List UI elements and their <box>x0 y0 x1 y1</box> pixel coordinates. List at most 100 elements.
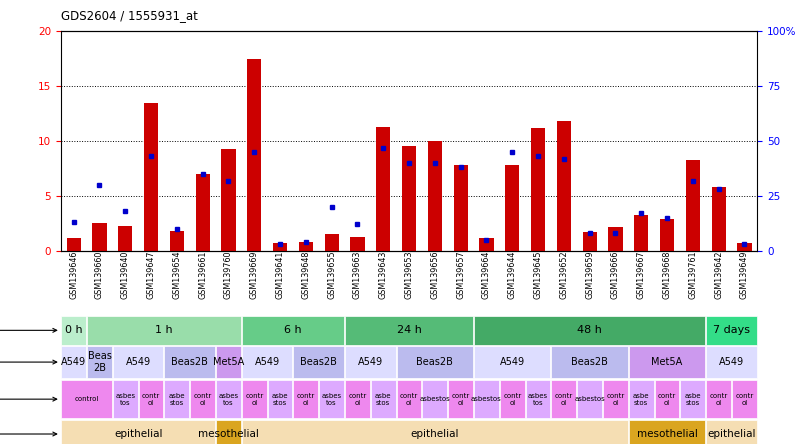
Bar <box>629 380 654 418</box>
Bar <box>87 346 112 378</box>
Text: contr
ol: contr ol <box>296 392 315 406</box>
Text: contr
ol: contr ol <box>555 392 573 406</box>
Text: Beas2B: Beas2B <box>171 357 208 367</box>
Bar <box>732 380 757 418</box>
Bar <box>686 160 700 251</box>
Text: asbes
tos: asbes tos <box>528 392 548 406</box>
Text: GSM139647: GSM139647 <box>147 251 156 299</box>
Bar <box>556 121 571 251</box>
Text: contr
ol: contr ol <box>245 392 263 406</box>
Text: A549: A549 <box>500 357 525 367</box>
Text: contr
ol: contr ol <box>194 392 211 406</box>
Text: GSM139654: GSM139654 <box>173 251 181 299</box>
Bar <box>221 149 236 251</box>
Bar <box>299 242 313 251</box>
Text: asbes
tos: asbes tos <box>322 392 342 406</box>
Bar <box>500 380 525 418</box>
Bar <box>474 316 706 345</box>
Text: contr
ol: contr ol <box>710 392 727 406</box>
Text: GSM139760: GSM139760 <box>224 251 233 299</box>
Text: GSM139669: GSM139669 <box>249 251 258 299</box>
Bar <box>428 141 442 251</box>
Bar <box>247 59 262 251</box>
Bar <box>267 380 292 418</box>
Bar <box>195 174 210 251</box>
Text: GSM139643: GSM139643 <box>379 251 388 299</box>
Bar <box>737 243 752 251</box>
Text: GSM139666: GSM139666 <box>611 251 620 299</box>
Text: GSM139642: GSM139642 <box>714 251 723 299</box>
Bar <box>87 316 241 345</box>
Text: A549: A549 <box>254 357 279 367</box>
Bar <box>113 380 138 418</box>
Bar <box>531 128 545 251</box>
Bar <box>454 165 467 251</box>
Bar <box>242 380 266 418</box>
Text: asbestos: asbestos <box>471 396 502 402</box>
Text: GSM139660: GSM139660 <box>95 251 104 299</box>
Bar <box>62 420 215 444</box>
Bar <box>351 237 365 251</box>
Text: GSM139641: GSM139641 <box>275 251 284 299</box>
Text: GSM139649: GSM139649 <box>740 251 749 299</box>
Text: mesothelial: mesothelial <box>637 429 697 439</box>
Bar <box>578 380 602 418</box>
Text: asbe
stos: asbe stos <box>168 392 185 406</box>
Bar <box>660 219 674 251</box>
Text: Beas2B: Beas2B <box>301 357 337 367</box>
Bar <box>325 234 339 251</box>
Bar <box>62 346 86 378</box>
Text: asbe
stos: asbe stos <box>375 392 391 406</box>
Bar <box>582 232 597 251</box>
Bar <box>118 226 132 251</box>
Text: GSM139655: GSM139655 <box>327 251 336 300</box>
Text: epithelial: epithelial <box>707 429 756 439</box>
Bar <box>66 238 81 251</box>
Bar <box>319 380 344 418</box>
Text: contr
ol: contr ol <box>142 392 160 406</box>
Text: GSM139648: GSM139648 <box>301 251 310 299</box>
Bar <box>706 316 757 345</box>
Text: GSM139657: GSM139657 <box>456 251 465 300</box>
Text: Beas2B: Beas2B <box>416 357 454 367</box>
Text: 0 h: 0 h <box>65 325 83 335</box>
Bar <box>397 380 421 418</box>
Text: contr
ol: contr ol <box>607 392 625 406</box>
Text: asbe
stos: asbe stos <box>684 392 701 406</box>
Text: GSM139663: GSM139663 <box>353 251 362 299</box>
Bar <box>474 346 551 378</box>
Bar <box>706 346 757 378</box>
Bar <box>164 380 190 418</box>
Text: GSM139661: GSM139661 <box>198 251 207 299</box>
Bar <box>505 165 519 251</box>
Text: asbes
tos: asbes tos <box>219 392 238 406</box>
Text: A549: A549 <box>126 357 151 367</box>
Bar <box>273 243 287 251</box>
Text: asbestos: asbestos <box>420 396 450 402</box>
Bar <box>603 380 628 418</box>
Text: GSM139645: GSM139645 <box>534 251 543 299</box>
Text: A549: A549 <box>61 357 86 367</box>
Text: GSM139664: GSM139664 <box>482 251 491 299</box>
Bar <box>242 420 628 444</box>
Bar <box>345 346 395 378</box>
Text: epithelial: epithelial <box>411 429 459 439</box>
Text: GSM139652: GSM139652 <box>560 251 569 300</box>
Bar <box>423 380 447 418</box>
Bar <box>706 380 731 418</box>
Bar <box>371 380 395 418</box>
Text: contr
ol: contr ol <box>348 392 367 406</box>
Bar <box>242 316 344 345</box>
Text: contr
ol: contr ol <box>400 392 418 406</box>
Bar <box>242 346 292 378</box>
Text: mesothelial: mesothelial <box>198 429 259 439</box>
Bar <box>448 380 473 418</box>
Text: A549: A549 <box>358 357 383 367</box>
Bar <box>634 214 648 251</box>
Text: asbes
tos: asbes tos <box>115 392 135 406</box>
Bar <box>345 380 370 418</box>
Text: Met5A: Met5A <box>651 357 683 367</box>
Text: asbe
stos: asbe stos <box>633 392 650 406</box>
Text: A549: A549 <box>719 357 744 367</box>
Text: Met5A: Met5A <box>213 357 244 367</box>
